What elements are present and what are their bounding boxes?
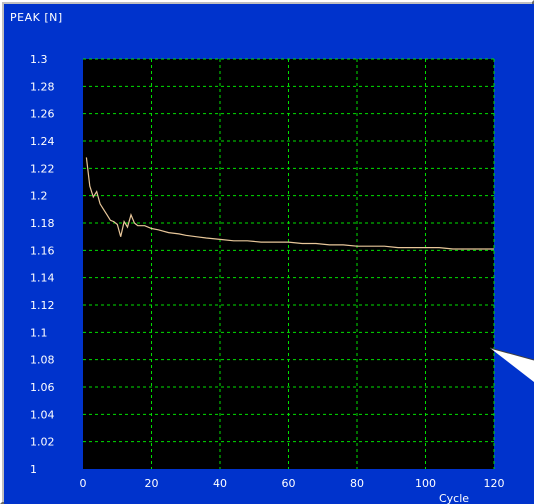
y-tick-label: 1.1 xyxy=(30,326,48,339)
y-axis-label: PEAK [N] xyxy=(10,11,63,24)
y-tick-label: 1.22 xyxy=(30,162,55,175)
y-tick-label: 1.24 xyxy=(30,135,55,148)
data-series-line xyxy=(85,157,494,250)
y-tick-label: 1.3 xyxy=(30,53,48,66)
y-tick-label: 1.12 xyxy=(30,299,55,312)
x-tick-label: 60 xyxy=(282,477,296,490)
x-tick-label: 0 xyxy=(80,477,87,490)
y-tick-label: 1.26 xyxy=(30,108,55,121)
y-tick-label: 1 xyxy=(30,463,37,476)
x-tick-label: 120 xyxy=(484,477,505,490)
callout-pointer xyxy=(490,348,534,382)
peak-force-chart: 1 1.02 1.04 1.06 1.08 1.1 1.12 1.14 1.16 1.18 1.2 1… xyxy=(4,4,534,504)
y-tick-label: 1.2 xyxy=(30,190,48,203)
y-tick-label: 1.18 xyxy=(30,217,55,230)
y-tick-label: 1.16 xyxy=(30,244,55,257)
x-axis-label: Cycle xyxy=(439,492,469,504)
y-tick-label: 1.06 xyxy=(30,381,55,394)
y-tick-label: 1.04 xyxy=(30,408,55,421)
x-tick-label: 40 xyxy=(213,477,227,490)
y-tick-label: 1.14 xyxy=(30,272,55,285)
y-tick-label: 1.08 xyxy=(30,354,55,367)
y-tick-label: 1.02 xyxy=(30,436,55,449)
x-tick-label: 20 xyxy=(145,477,159,490)
callout-pointer-edge xyxy=(489,347,534,361)
y-tick-label: 1.28 xyxy=(30,80,55,93)
x-tick-label: 100 xyxy=(415,477,436,490)
x-tick-label: 80 xyxy=(350,477,364,490)
